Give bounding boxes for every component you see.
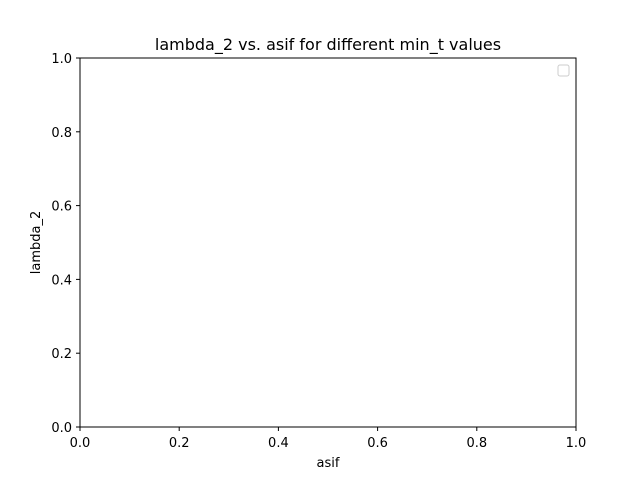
y-axis-ticks: 0.0 0.2 0.4 0.6 0.8 1.0	[51, 52, 80, 436]
x-tick-label: 0.2	[169, 436, 190, 451]
legend-box	[557, 64, 570, 77]
x-axis-label: asif	[317, 456, 340, 471]
x-tick-label: 0.6	[367, 436, 388, 451]
y-tick-label: 0.0	[51, 421, 72, 436]
y-tick-label: 0.4	[51, 273, 72, 288]
x-tick-label: 1.0	[566, 436, 587, 451]
y-axis-label: lambda_2	[29, 211, 44, 274]
y-tick-label: 1.0	[51, 52, 72, 67]
x-tick-label: 0.0	[70, 436, 91, 451]
x-tick-label: 0.4	[268, 436, 289, 451]
x-axis-ticks: 0.0 0.2 0.4 0.6 0.8 1.0	[70, 427, 587, 451]
chart-title: lambda_2 vs. asif for different min_t va…	[155, 35, 501, 55]
x-tick-label: 0.8	[466, 436, 487, 451]
y-tick-label: 0.6	[51, 200, 72, 215]
y-tick-label: 0.2	[51, 347, 72, 362]
plot-area	[79, 57, 577, 428]
y-tick-label: 0.8	[51, 126, 72, 141]
